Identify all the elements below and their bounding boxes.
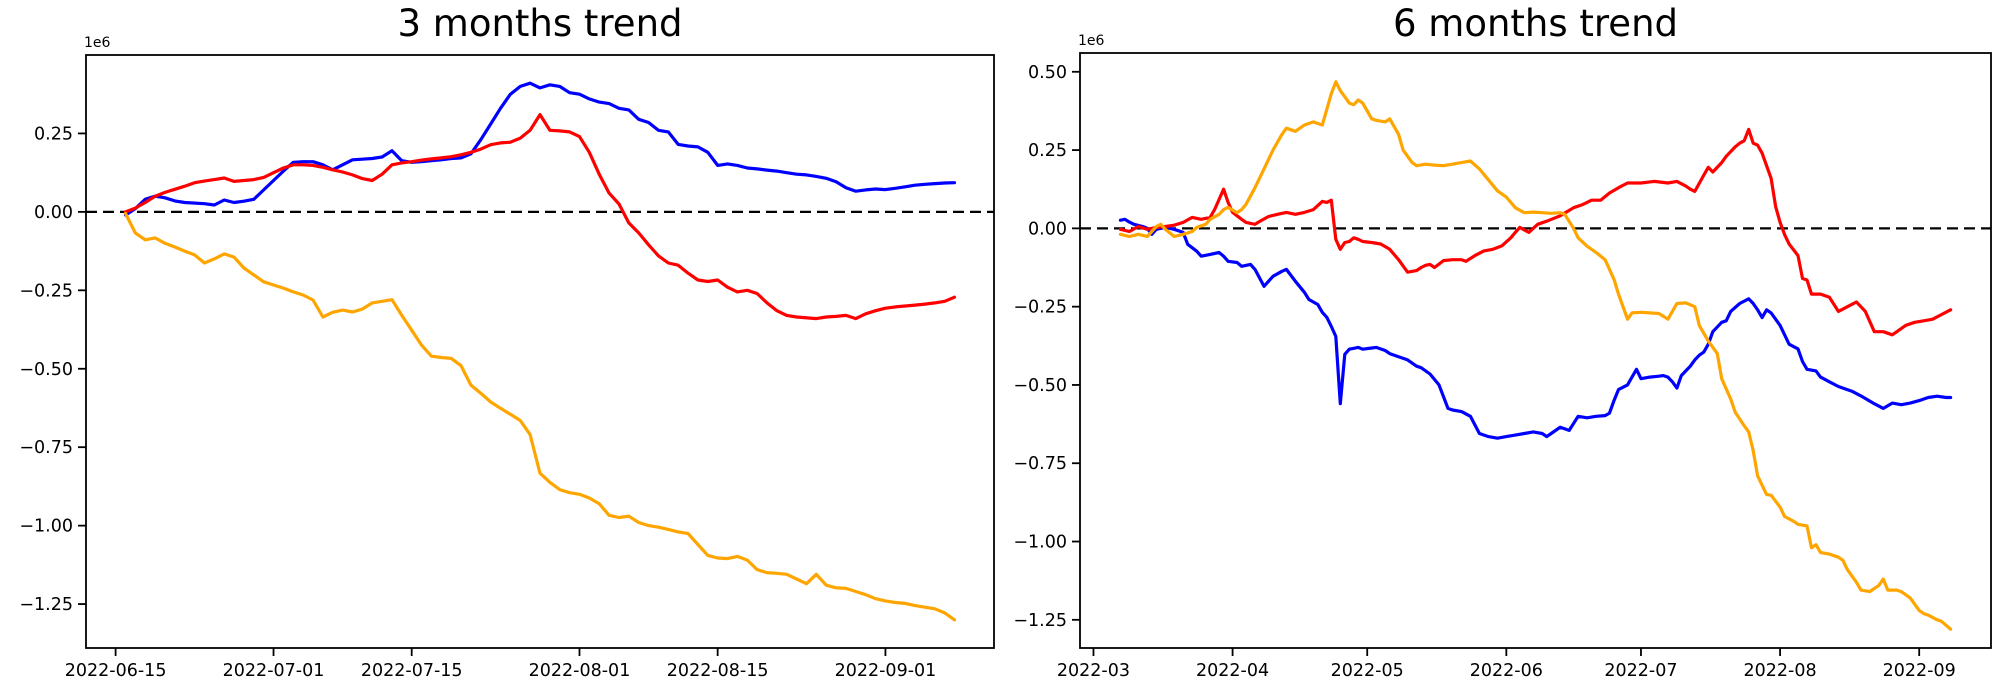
y-tick-label: 0.00 bbox=[34, 203, 73, 223]
series-line-orange bbox=[1118, 80, 1953, 631]
y-tick-label: −0.75 bbox=[1013, 454, 1067, 474]
x-tick-label: 2022-08 bbox=[1744, 661, 1817, 681]
x-tick-label: 2022-05 bbox=[1331, 661, 1404, 681]
y-tick-label: −1.25 bbox=[19, 595, 73, 615]
x-tick-label: 2022-07 bbox=[1604, 661, 1677, 681]
x-tick-label: 2022-07-15 bbox=[361, 661, 463, 681]
y-tick-label: −1.00 bbox=[1013, 533, 1067, 553]
x-tick-label: 2022-06 bbox=[1470, 661, 1543, 681]
chart-title-6-months: 6 months trend bbox=[1392, 2, 1679, 45]
y-tick-label: 0.25 bbox=[34, 124, 73, 144]
y-tick-label: 0.50 bbox=[1028, 63, 1067, 83]
y-tick-label: −0.75 bbox=[19, 438, 73, 458]
x-tick-label: 2022-09 bbox=[1883, 661, 1956, 681]
series-line-orange bbox=[123, 211, 957, 622]
axes-spines bbox=[85, 54, 995, 649]
y-tick-label: 0.25 bbox=[1028, 141, 1067, 161]
x-tick-label: 2022-08-15 bbox=[667, 661, 769, 681]
y-tick-label: −0.50 bbox=[1013, 376, 1067, 396]
x-tick-label: 2022-04 bbox=[1196, 661, 1269, 681]
y-tick-label: 0.00 bbox=[1028, 219, 1067, 239]
series-line-blue bbox=[123, 81, 957, 217]
x-tick-label: 2022-08-01 bbox=[529, 661, 631, 681]
x-tick-label: 2022-09-01 bbox=[835, 661, 937, 681]
x-tick-label: 2022-06-15 bbox=[65, 661, 167, 681]
axis-offset-label: 1e6 bbox=[1078, 33, 1105, 49]
y-tick-label: −1.25 bbox=[1013, 611, 1067, 631]
y-tick-label: −0.25 bbox=[1013, 298, 1067, 318]
series-line-red bbox=[123, 112, 957, 321]
series-line-blue bbox=[1118, 217, 1953, 440]
series-line-red bbox=[1118, 127, 1953, 337]
x-tick-label: 2022-07-01 bbox=[223, 661, 325, 681]
y-tick-label: −0.50 bbox=[19, 360, 73, 380]
y-tick-label: −0.25 bbox=[19, 281, 73, 301]
x-tick-label: 2022-03 bbox=[1057, 661, 1130, 681]
axis-offset-label: 1e6 bbox=[84, 35, 111, 51]
axes-spines bbox=[1079, 52, 1992, 649]
y-tick-label: −1.00 bbox=[19, 517, 73, 537]
chart-title-3-months: 3 months trend bbox=[397, 2, 683, 45]
